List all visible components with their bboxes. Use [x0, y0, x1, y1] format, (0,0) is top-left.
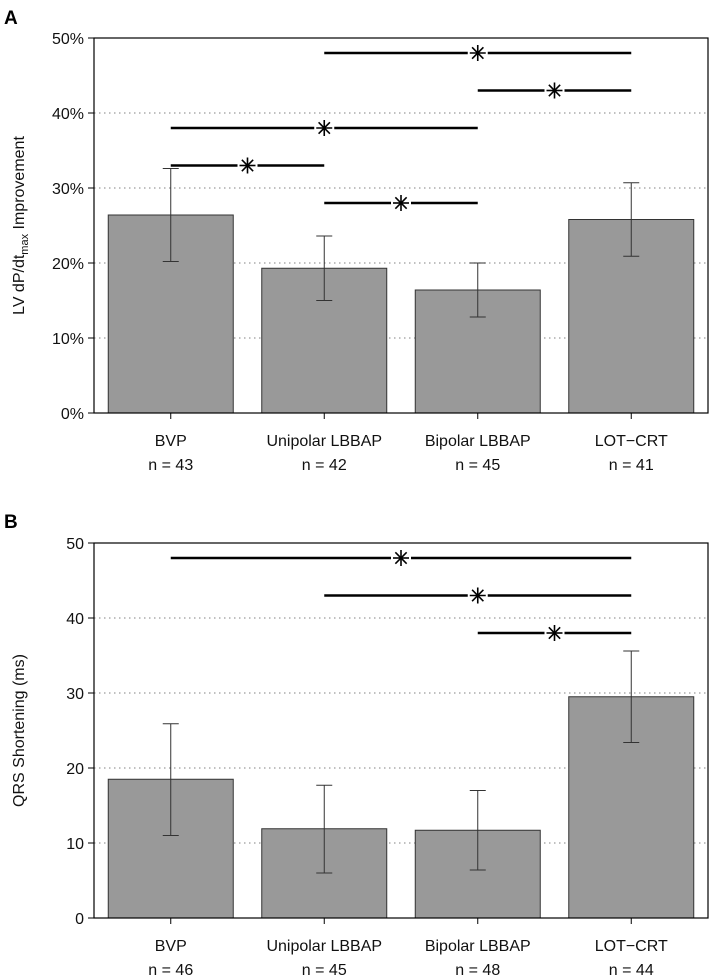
y-tick-label: 40: [66, 611, 84, 628]
x-n-label: n = 41: [609, 457, 654, 474]
significance-asterisk: [546, 82, 563, 99]
panel-a: A 0% 10% 20% 30% 40% 50% BVP n = 43 Unipolar LBBA…: [4, 8, 709, 474]
significance-bracket: [170, 118, 478, 138]
y-tick-label: 40%: [52, 106, 84, 123]
panel-letter: B: [4, 512, 18, 533]
x-category-label: LOT−CRT: [595, 433, 668, 450]
x-category-label: Unipolar LBBAP: [266, 938, 382, 955]
x-category-label: LOT−CRT: [595, 938, 668, 955]
significance-asterisk: [393, 550, 409, 566]
significance-bracket: [477, 80, 632, 101]
y-tick-label: 50%: [52, 31, 84, 48]
y-axis-label-main: QRS Shortening (ms): [11, 654, 28, 807]
x-n-label: n = 43: [148, 457, 193, 474]
significance-asterisk: [469, 45, 486, 61]
asterisk-stroke: [548, 626, 561, 640]
x-category-label: Bipolar LBBAP: [425, 938, 531, 955]
error-bar: [316, 235, 333, 301]
y-tick-label: 20: [66, 761, 84, 778]
y-tick-label: 0: [75, 911, 84, 928]
x-category-label: BVP: [155, 938, 187, 955]
asterisk-stroke: [394, 551, 408, 565]
significance-asterisk: [316, 120, 333, 136]
asterisk-stroke: [318, 121, 331, 135]
asterisk-stroke: [241, 159, 254, 172]
significance-bracket: [170, 548, 632, 568]
x-category-label: BVP: [155, 433, 187, 450]
significance-bracket: [324, 193, 478, 213]
x-n-label: n = 46: [148, 962, 193, 976]
error-bar: [316, 784, 333, 874]
significance-asterisk: [546, 625, 563, 641]
asterisk-stroke: [394, 196, 408, 210]
y-axis-label-main: LV dP/dt: [11, 254, 28, 315]
y-axis-label-rest: Improvement: [11, 136, 28, 234]
asterisk-stroke: [471, 46, 484, 60]
y-tick-label: 30%: [52, 181, 84, 198]
error-bar: [469, 262, 486, 318]
error-bar: [469, 790, 486, 871]
significance-bracket: [477, 623, 632, 643]
asterisk-stroke: [548, 84, 561, 97]
error-bar: [162, 723, 179, 836]
significance-asterisk: [469, 587, 486, 604]
y-tick-label: 10%: [52, 331, 84, 348]
x-n-label: n = 48: [455, 962, 500, 976]
y-tick-label: 20%: [52, 256, 84, 273]
x-n-label: n = 45: [302, 962, 347, 976]
asterisk-stroke: [471, 589, 484, 602]
y-tick-label: 30: [66, 686, 84, 703]
error-bar: [162, 168, 179, 262]
x-category-label: Bipolar LBBAP: [425, 433, 531, 450]
y-tick-label: 50: [66, 536, 84, 553]
panel-b: B 0 10 20 30 40 50 BVP n = 46 Unipolar LBBAP n = 4…: [4, 512, 709, 976]
significance-asterisk: [239, 157, 256, 174]
plot-frame: [93, 542, 709, 919]
y-axis-label-sub: max: [19, 233, 31, 254]
plot-frame: [93, 37, 709, 414]
panel-letter: A: [4, 8, 18, 29]
y-tick-label: 0%: [61, 406, 84, 423]
significance-bracket: [324, 585, 632, 606]
x-n-label: n = 45: [455, 457, 500, 474]
significance-bracket: [170, 155, 325, 176]
x-category-label: Unipolar LBBAP: [266, 433, 382, 450]
y-axis-label: QRS Shortening (ms): [11, 654, 28, 807]
y-tick-label: 10: [66, 836, 84, 853]
y-axis-label: LV dP/dtmax Improvement: [11, 136, 31, 315]
error-bar: [623, 650, 640, 743]
x-n-label: n = 44: [609, 962, 654, 976]
x-n-label: n = 42: [302, 457, 347, 474]
significance-bracket: [324, 43, 632, 63]
error-bar: [623, 182, 640, 257]
significance-asterisk: [393, 195, 409, 211]
